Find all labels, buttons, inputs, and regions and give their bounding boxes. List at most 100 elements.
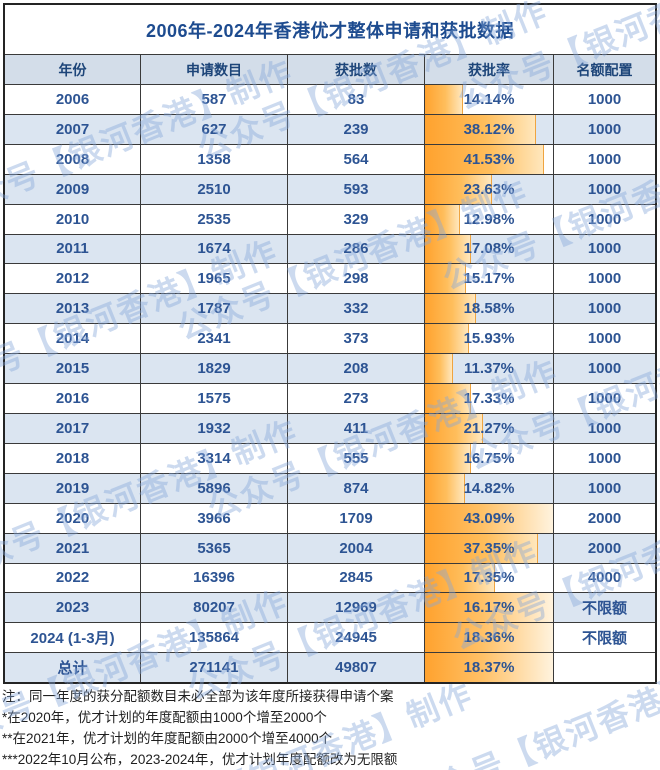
applications-cell: 80207 xyxy=(141,593,288,623)
approvals-cell: 874 xyxy=(288,473,425,503)
quota-cell: 2000 xyxy=(587,539,622,557)
applications-cell: 2341 xyxy=(141,324,288,354)
applications-cell: 1829 xyxy=(141,354,288,384)
table-row: 2012 1965 298 15.17% 1000 xyxy=(5,264,655,295)
quota-cell: 1000 xyxy=(587,390,622,408)
quota-cell: 1000 xyxy=(587,240,622,258)
approvals-cell: 208 xyxy=(288,354,425,384)
rate-data-bar xyxy=(425,413,483,443)
rate-value: 12.98% xyxy=(463,210,515,228)
year-cell: 2012 xyxy=(5,264,141,294)
data-table: 2006年-2024年香港优才整体申请和获批数据 年份 申请数目 获批数 获批率 名额配… xyxy=(3,3,657,684)
approvals-cell: 555 xyxy=(288,443,425,473)
rate-value: 17.35% xyxy=(463,569,515,587)
rate-value: 15.93% xyxy=(463,330,515,348)
rate-value: 18.58% xyxy=(463,300,515,318)
table-row: 2014 2341 373 15.93% 1000 xyxy=(5,324,655,355)
table-row: 2015 1829 208 11.37% 1000 xyxy=(5,354,655,385)
table-header-row: 年份 申请数目 获批数 获批率 名额配置 xyxy=(5,55,655,85)
quota-cell: 1000 xyxy=(587,210,622,228)
table-row: 2011 1674 286 17.08% 1000 xyxy=(5,234,655,265)
rate-value: 17.08% xyxy=(463,240,515,258)
year-cell: 2019 xyxy=(5,473,141,503)
rate-value: 15.17% xyxy=(463,270,515,288)
table-row: 2009 2510 593 23.63% 1000 xyxy=(5,174,655,205)
rate-data-bar xyxy=(425,384,472,413)
approvals-cell: 83 xyxy=(288,85,425,114)
rate-value: 16.75% xyxy=(463,449,515,467)
rate-data-bar xyxy=(425,234,472,264)
approvals-cell: 1709 xyxy=(288,503,425,533)
approval-rate-cell: 17.08% xyxy=(425,234,554,264)
rate-data-bar xyxy=(425,114,537,144)
approvals-cell: 239 xyxy=(288,114,425,144)
page-title: 2006年-2024年香港优才整体申请和获批数据 xyxy=(145,20,515,41)
approvals-cell: 286 xyxy=(288,234,425,264)
note-line: *在2020年，优才计划的年度配额由1000个增至2000个 xyxy=(2,710,327,725)
approval-rate-cell: 41.53% xyxy=(425,144,554,174)
column-header: 申请数目 xyxy=(141,55,288,84)
applications-cell: 587 xyxy=(141,85,288,114)
applications-cell: 16396 xyxy=(141,563,288,593)
approval-rate-cell: 23.63% xyxy=(425,174,554,204)
column-header: 获批率 xyxy=(425,55,554,84)
rate-data-bar xyxy=(425,623,553,653)
approval-rate-cell: 17.33% xyxy=(425,384,554,413)
column-header: 年份 xyxy=(5,55,141,84)
quota-cell: 不限额 xyxy=(581,630,627,648)
approvals-cell: 373 xyxy=(288,324,425,354)
rate-data-bar xyxy=(425,443,472,473)
approvals-cell: 564 xyxy=(288,144,425,174)
quota-cell: 1000 xyxy=(587,419,622,437)
approvals-cell: 298 xyxy=(288,264,425,294)
year-cell: 2010 xyxy=(5,204,141,234)
table-row: 2018 3314 555 16.75% 1000 xyxy=(5,443,655,474)
table-row: 2022 16396 2845 17.35% 4000 xyxy=(5,563,655,594)
rate-value: 14.82% xyxy=(463,479,515,497)
rate-data-bar xyxy=(425,294,477,324)
quota-cell: 1000 xyxy=(587,270,622,288)
table-row: 2017 1932 411 21.27% 1000 xyxy=(5,413,655,444)
year-cell: 2009 xyxy=(5,174,141,204)
rate-data-bar xyxy=(425,593,553,623)
approvals-cell: 593 xyxy=(288,174,425,204)
applications-cell: 1674 xyxy=(141,234,288,264)
approval-rate-cell: 11.37% xyxy=(425,354,554,384)
applications-cell: 627 xyxy=(141,114,288,144)
rate-value: 43.09% xyxy=(463,509,515,527)
table-row: 2020 3966 1709 43.09% 2000 xyxy=(5,503,655,534)
approval-rate-cell: 18.36% xyxy=(425,623,554,653)
year-cell: 2007 xyxy=(5,114,141,144)
approvals-cell: 24945 xyxy=(288,623,425,653)
year-cell: 2024 (1-3月) xyxy=(5,623,141,653)
rate-data-bar xyxy=(425,354,454,384)
table-title-row: 2006年-2024年香港优才整体申请和获批数据 xyxy=(5,5,655,55)
table-row: 2021 5365 2004 37.35% 2000 xyxy=(5,533,655,564)
year-cell: 2014 xyxy=(5,324,141,354)
rate-data-bar xyxy=(425,563,496,593)
quota-cell: 1000 xyxy=(587,360,622,378)
note-line: 注：同一年度的获分配额数目未必全部为该年度所接获得申请个案 xyxy=(2,689,394,704)
rate-data-bar xyxy=(425,653,553,683)
applications-cell: 3966 xyxy=(141,503,288,533)
year-cell: 2016 xyxy=(5,384,141,413)
quota-cell: 4000 xyxy=(587,569,622,587)
approval-rate-cell: 21.27% xyxy=(425,413,554,443)
quota-cell: 1000 xyxy=(587,449,622,467)
table-row: 2010 2535 329 12.98% 1000 xyxy=(5,204,655,235)
approval-rate-cell: 15.17% xyxy=(425,264,554,294)
applications-cell: 2510 xyxy=(141,174,288,204)
approval-rate-cell: 18.58% xyxy=(425,294,554,324)
table-row: 2019 5896 874 14.82% 1000 xyxy=(5,473,655,504)
table-row: 2023 80207 12969 16.17% 不限额 xyxy=(5,593,655,624)
quota-cell: 1000 xyxy=(587,120,622,138)
rate-data-bar xyxy=(425,204,460,234)
rate-data-bar xyxy=(425,174,492,204)
note-line: ***2022年10月公布，2023-2024年，优才计划年度配额改为无限额 xyxy=(2,752,398,767)
approval-rate-cell: 37.35% xyxy=(425,533,554,563)
footnotes: 注：同一年度的获分配额数目未必全部为该年度所接获得申请个案 *在2020年，优才计… xyxy=(2,686,658,770)
approval-rate-cell: 16.75% xyxy=(425,443,554,473)
table-row: 2007 627 239 38.12% 1000 xyxy=(5,114,655,145)
year-cell: 2018 xyxy=(5,443,141,473)
